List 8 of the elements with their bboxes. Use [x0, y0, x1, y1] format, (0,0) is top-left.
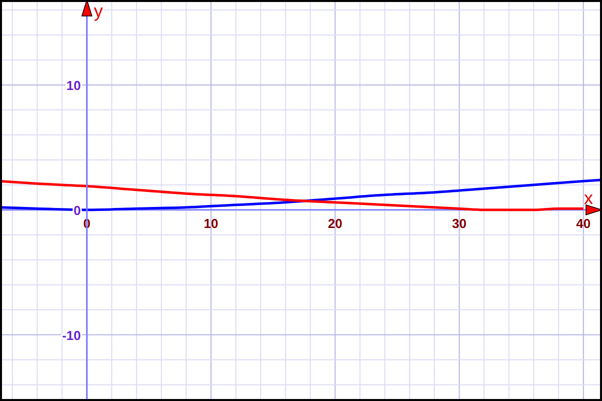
x-tick-label: 10: [204, 216, 218, 231]
x-tick-label: 30: [452, 216, 466, 231]
y-tick-label: 10: [66, 78, 81, 93]
x-tick-label: 20: [328, 216, 342, 231]
x-tick-label: 40: [576, 216, 591, 231]
y-axis-title: y: [94, 1, 103, 21]
y-tick-label: -10: [62, 328, 81, 343]
x-axis-title: x: [584, 188, 593, 208]
